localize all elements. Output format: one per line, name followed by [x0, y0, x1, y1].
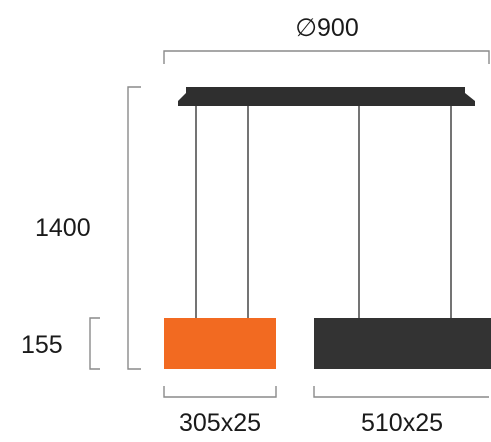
height-dimension-line — [127, 86, 141, 370]
shade-height-label: 155 — [21, 331, 63, 359]
diameter-dimension-line — [163, 50, 490, 64]
ceiling-canopy — [178, 87, 475, 106]
orange-shade — [164, 318, 276, 369]
dark-shade-width-line — [313, 386, 489, 398]
diameter-label: ∅900 — [295, 14, 359, 42]
height-label: 1400 — [35, 214, 91, 242]
orange-shade-size-label: 305x25 — [179, 409, 261, 437]
dark-shade-size-label: 510x25 — [361, 409, 443, 437]
dark-shade — [314, 318, 491, 369]
shade-height-dimension-line — [89, 317, 100, 370]
orange-shade-width-line — [163, 386, 277, 398]
